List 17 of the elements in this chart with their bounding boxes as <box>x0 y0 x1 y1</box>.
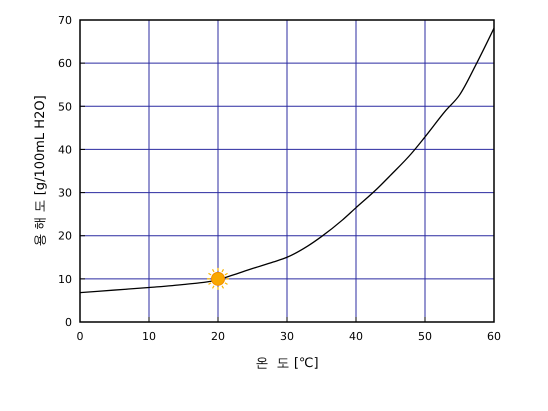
y-tick-label: 60 <box>58 57 72 70</box>
y-tick-label: 40 <box>58 143 72 156</box>
x-tick-label: 20 <box>211 330 225 343</box>
y-axis-title: 용 해 도 [g/100mL H2O] <box>33 95 48 247</box>
y-tick-label: 50 <box>58 100 72 114</box>
y-tick-label: 10 <box>58 272 72 286</box>
y-tick-label: 70 <box>58 14 72 27</box>
x-tick-label: 10 <box>142 330 156 343</box>
x-tick-label: 40 <box>349 330 363 343</box>
x-tick-label: 30 <box>280 330 294 343</box>
y-tick-label: 20 <box>58 230 72 243</box>
y-tick-label: 30 <box>58 186 72 200</box>
x-tick-label: 60 <box>487 330 501 343</box>
x-axis-title: 온 도 [℃] <box>255 356 319 371</box>
x-tick-label: 0 <box>76 330 84 343</box>
x-tick-label: 50 <box>418 330 432 343</box>
y-tick-label: 0 <box>65 316 72 329</box>
